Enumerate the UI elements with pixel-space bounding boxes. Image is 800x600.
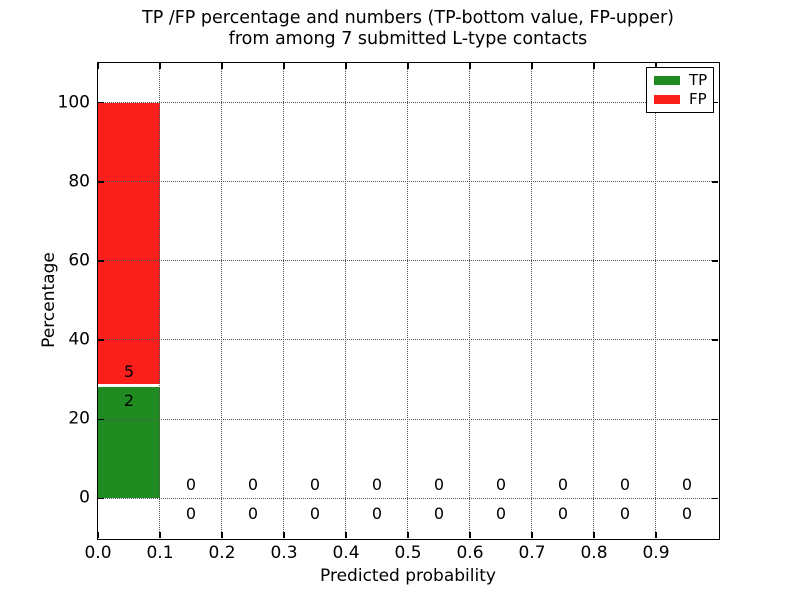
legend-label-tp: TP <box>689 70 708 89</box>
chart-title-line1: TP /FP percentage and numbers (TP-bottom… <box>142 8 674 28</box>
tp-count-label: 0 <box>495 503 507 523</box>
x-tick-label: 0.5 <box>394 543 422 563</box>
y-tick-label: 20 <box>68 408 90 429</box>
x-tick-label: 0.1 <box>146 543 174 563</box>
y-tick-left <box>98 497 104 500</box>
tp-count-label: 0 <box>557 503 569 523</box>
x-axis-label: Predicted probability <box>320 566 496 586</box>
tp-count-label: 0 <box>371 503 383 523</box>
x-tick-top <box>655 63 657 69</box>
legend-item-tp: TP <box>647 70 713 89</box>
gridline-vertical <box>159 63 161 538</box>
legend-swatch <box>654 75 680 85</box>
y-tick-left <box>98 181 104 183</box>
y-tick-right <box>712 339 718 341</box>
gridline-vertical <box>469 63 471 538</box>
gridline-vertical <box>593 63 595 538</box>
x-tick-bottom <box>97 532 99 538</box>
tp-count-label: 0 <box>681 503 693 523</box>
x-tick-label: 0.0 <box>84 543 112 563</box>
gridline-vertical <box>345 63 347 538</box>
x-tick-top <box>469 63 471 69</box>
y-tick-right <box>712 101 718 104</box>
fp-count-label: 0 <box>433 474 445 494</box>
fp-count-label: 0 <box>681 474 693 494</box>
legend-item-fp: FP <box>647 92 713 107</box>
fp-count-label: 0 <box>185 474 197 494</box>
gridline-vertical <box>221 63 223 538</box>
tp-count-label: 0 <box>433 503 445 523</box>
fp-count-label: 0 <box>557 474 569 494</box>
gridline-vertical <box>655 63 657 538</box>
gridline-vertical <box>283 63 285 538</box>
x-tick-top <box>159 63 161 69</box>
legend: TP FP <box>646 67 714 113</box>
y-tick-label: 80 <box>68 171 90 192</box>
y-tick-right <box>712 260 718 262</box>
x-tick-bottom <box>283 532 285 538</box>
y-tick-right <box>712 418 718 420</box>
tp-count-label: 2 <box>123 390 135 410</box>
y-tick-label: 100 <box>57 92 90 113</box>
x-tick-bottom <box>221 532 223 538</box>
x-tick-label: 0.4 <box>332 543 360 563</box>
x-tick-label: 0.6 <box>456 543 484 563</box>
y-tick-left <box>98 101 104 104</box>
x-tick-label: 0.9 <box>642 543 670 563</box>
x-tick-top <box>283 63 285 69</box>
fp-count-label: 0 <box>309 474 321 494</box>
tp-count-label: 0 <box>309 503 321 523</box>
y-tick-label: 40 <box>68 329 90 350</box>
x-tick-label: 0.2 <box>208 543 236 563</box>
y-tick-label: 60 <box>68 250 90 271</box>
x-tick-bottom <box>407 532 409 538</box>
x-tick-top <box>345 63 347 69</box>
y-tick-left <box>98 339 104 341</box>
fp-count-label: 0 <box>371 474 383 494</box>
x-tick-top <box>221 63 223 69</box>
fp-count-label: 0 <box>495 474 507 494</box>
x-tick-label: 0.8 <box>580 543 608 563</box>
x-tick-bottom <box>469 532 471 538</box>
y-tick-left <box>98 418 104 420</box>
x-tick-top <box>593 63 595 69</box>
x-tick-top <box>531 63 533 69</box>
y-axis-label: Percentage <box>39 252 59 348</box>
x-tick-bottom <box>531 532 533 538</box>
gridline-vertical <box>531 63 533 538</box>
x-tick-bottom <box>593 532 595 538</box>
chart-title-line2: from among 7 submitted L-type contacts <box>228 29 588 49</box>
tp-count-label: 0 <box>185 503 197 523</box>
gridline-vertical <box>407 63 409 538</box>
fp-count-label: 5 <box>123 361 135 381</box>
fp-count-label: 0 <box>247 474 259 494</box>
x-tick-top <box>407 63 409 69</box>
x-tick-label: 0.3 <box>270 543 298 563</box>
legend-label-fp: FP <box>689 90 707 109</box>
bar-segment-tp <box>98 385 160 499</box>
chart-title: TP /FP percentage and numbers (TP-bottom… <box>98 8 718 50</box>
x-tick-label: 0.7 <box>518 543 546 563</box>
y-tick-label: 0 <box>79 487 90 508</box>
x-tick-bottom <box>655 532 657 538</box>
tp-count-label: 0 <box>247 503 259 523</box>
bar-segment-fp <box>98 102 160 386</box>
tp-count-label: 0 <box>619 503 631 523</box>
bar-segment-divider <box>98 383 160 387</box>
x-tick-top <box>97 63 99 69</box>
legend-swatch <box>654 95 680 105</box>
x-tick-bottom <box>345 532 347 538</box>
fp-count-label: 0 <box>619 474 631 494</box>
x-tick-bottom <box>159 532 161 538</box>
y-tick-right <box>712 497 718 500</box>
y-tick-left <box>98 260 104 262</box>
y-tick-right <box>712 181 718 183</box>
